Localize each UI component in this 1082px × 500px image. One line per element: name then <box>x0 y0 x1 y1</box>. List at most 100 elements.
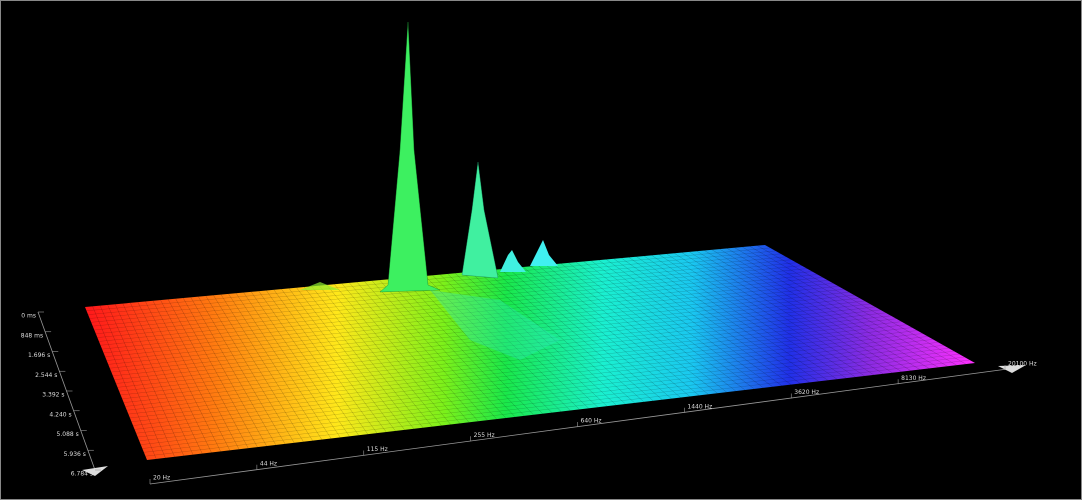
peaks <box>300 21 560 360</box>
mesh-line <box>447 273 589 409</box>
mesh-line <box>105 283 834 357</box>
mesh-line <box>424 275 562 412</box>
time-label: 5.088 s <box>57 431 79 438</box>
frequency-label: 8130 Hz <box>901 375 926 382</box>
mesh-line <box>190 297 277 446</box>
mesh-line <box>485 270 635 404</box>
mesh-line <box>394 278 525 416</box>
mesh-line <box>143 356 965 453</box>
mesh-line <box>134 339 934 430</box>
mesh-line <box>560 263 727 393</box>
mesh-line <box>133 336 928 426</box>
mesh-line <box>160 299 240 450</box>
ripple <box>300 282 340 290</box>
mesh-line <box>95 265 802 335</box>
mesh-line <box>258 291 359 436</box>
mesh-line <box>379 279 506 419</box>
mesh-line <box>228 293 323 440</box>
peak <box>500 250 526 272</box>
mesh-line <box>681 252 874 376</box>
mesh-line <box>122 303 194 455</box>
axis-arrow <box>82 466 108 476</box>
mesh-line <box>364 281 488 421</box>
mesh-line <box>432 275 571 411</box>
mesh-line <box>545 264 709 395</box>
frequency-label: 1440 Hz <box>687 403 712 410</box>
mesh-line <box>123 318 897 403</box>
mesh-line <box>119 309 881 392</box>
mesh-line <box>205 295 295 443</box>
mesh-line <box>114 300 865 380</box>
mesh-line <box>235 293 332 439</box>
mesh-line <box>140 350 955 445</box>
mesh-line <box>674 253 865 377</box>
frequency-label: 20100 Hz <box>1008 361 1037 368</box>
frequency-label: 20 Hz <box>153 475 170 482</box>
mesh-line <box>311 286 424 428</box>
mesh-line <box>507 268 663 400</box>
mesh-line <box>651 255 838 380</box>
mesh-line <box>145 301 221 452</box>
mesh-line <box>303 286 414 429</box>
mesh-line <box>666 253 856 378</box>
mesh-line <box>727 248 930 369</box>
mesh-line <box>109 291 850 369</box>
mesh-line <box>568 262 736 392</box>
mesh-line <box>128 327 913 415</box>
mesh-line <box>500 268 654 401</box>
mesh-line <box>281 288 387 433</box>
mesh-line <box>492 269 644 402</box>
mesh-line <box>704 250 902 372</box>
mesh-line <box>643 255 828 381</box>
surface-plane <box>85 245 975 460</box>
mesh-line <box>213 295 304 442</box>
mesh-line <box>575 262 746 391</box>
frequency-label: 640 Hz <box>581 418 602 425</box>
mesh-line <box>114 304 185 456</box>
mesh-line <box>659 254 847 379</box>
mesh-line <box>106 286 839 361</box>
mesh-line <box>636 256 819 382</box>
mesh-line <box>137 302 212 453</box>
mesh-line <box>606 259 782 386</box>
mesh-line <box>89 253 781 319</box>
mesh-line <box>515 267 672 399</box>
mesh-line <box>711 249 911 371</box>
mesh-line <box>462 272 608 407</box>
peak <box>379 21 441 293</box>
mesh-line <box>122 315 892 400</box>
mesh-line <box>621 257 801 384</box>
mesh-line <box>111 294 855 373</box>
mesh-line <box>131 333 923 422</box>
mesh-line <box>126 324 907 411</box>
frequency-label: 115 Hz <box>367 446 388 453</box>
mesh-line <box>107 304 175 457</box>
mesh-line <box>749 246 957 366</box>
mesh-line <box>120 312 886 396</box>
mesh-line <box>130 302 203 454</box>
time-label: 0 ms <box>21 313 36 320</box>
mesh-line <box>88 250 776 315</box>
mesh-line <box>220 294 313 441</box>
mesh-line <box>334 284 451 425</box>
time-label: 1.696 s <box>28 352 50 359</box>
frequency-label: 44 Hz <box>260 460 277 467</box>
mesh-line <box>628 257 810 383</box>
mesh-line <box>470 271 617 406</box>
frequency-label: 3620 Hz <box>794 389 819 396</box>
mesh-line <box>183 297 267 447</box>
mesh-line <box>145 359 970 457</box>
mesh-line <box>356 282 479 422</box>
peak <box>461 161 499 279</box>
mesh-line <box>341 283 460 424</box>
time-label: 5.936 s <box>64 451 86 458</box>
mesh-line <box>198 296 286 444</box>
mesh-line <box>152 300 231 451</box>
mesh-line <box>99 305 166 458</box>
mesh-line <box>371 280 497 420</box>
peak <box>530 240 558 266</box>
mesh-line <box>387 279 516 418</box>
mesh-line <box>100 274 818 346</box>
mesh-line <box>288 288 396 432</box>
